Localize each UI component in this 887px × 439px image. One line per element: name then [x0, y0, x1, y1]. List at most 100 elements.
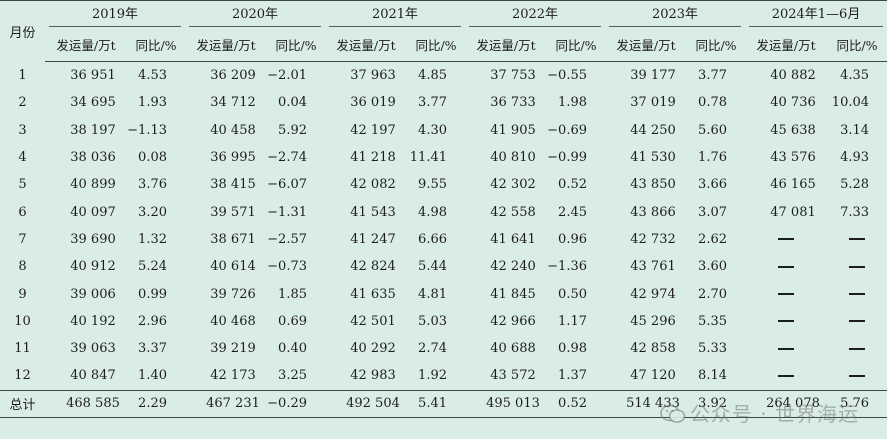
volume-cell: 39 571 — [210, 204, 256, 220]
year-header-label: 2022年 — [469, 3, 601, 27]
volume-column-header: 发运量/万t — [745, 28, 827, 62]
table-row: 4 38 036 0.08 36 995 −2.74 41 218 11.41 40 810−… — [0, 144, 887, 171]
yoy-cell: 3.76 — [138, 177, 167, 193]
volume-cell: 42 966 — [490, 313, 536, 329]
dash-text: — — [794, 314, 795, 315]
yoy-cell: 2.45 — [558, 204, 587, 220]
empty-value-dash: — — [827, 335, 887, 362]
dash-mark — [849, 265, 865, 268]
volume-cell: 36 019 — [350, 95, 396, 111]
year-header-row: 月份 2019年 2020年 2021年 2022年 2023年 2024年1—… — [0, 0, 887, 62]
volume-cell: 36 951 — [70, 68, 116, 84]
yoy-cell: 2.70 — [698, 286, 727, 302]
month-cell: 1 — [18, 67, 27, 83]
volume-cell: 40 688 — [490, 341, 536, 357]
dash-text: — — [865, 368, 866, 369]
volume-cell: 41 543 — [350, 204, 396, 220]
volume-cell: 41 530 — [630, 150, 676, 166]
volume-cell: 40 736 — [770, 95, 816, 111]
volume-cell: 42 974 — [630, 286, 676, 302]
volume-cell: 36 209 — [210, 68, 256, 84]
volume-column-header: 发运量/万t — [45, 28, 127, 62]
volume-cell: 43 866 — [630, 204, 676, 220]
dash-text: — — [865, 259, 866, 260]
volume-cell: 40 614 — [210, 259, 256, 275]
yoy-cell: 5.28 — [840, 177, 870, 193]
month-column-header: 月份 — [0, 0, 45, 62]
year-header-2022: 2022年 — [465, 0, 605, 28]
yoy-cell: 8.14 — [698, 368, 727, 384]
yoy-cell: 5.33 — [698, 341, 727, 357]
volume-cell: 37 963 — [350, 68, 396, 84]
yoy-cell: 2.96 — [138, 313, 167, 329]
month-cell: 12 — [14, 368, 31, 384]
dash-mark — [849, 347, 865, 350]
volume-cell: 40 468 — [210, 313, 256, 329]
yoy-cell: 3.20 — [138, 204, 167, 220]
volume-cell: 40 882 — [770, 68, 816, 84]
table-row: 9 39 006 0.99 39 726 1.85 41 635 4.81 41 845 0.5… — [0, 280, 887, 307]
total-label: 总计 — [0, 389, 45, 418]
month-cell: 6 — [18, 204, 27, 220]
yoy-cell: 0.78 — [698, 95, 727, 111]
yoy-cell: 1.85 — [278, 286, 307, 302]
volume-cell: 41 905 — [490, 122, 536, 138]
yoy-cell: −1.13 — [127, 122, 167, 138]
yoy-cell: 1.17 — [558, 313, 587, 329]
empty-value-dash: — — [827, 280, 887, 307]
month-cell: 10 — [14, 313, 31, 329]
yoy-cell: 2.62 — [698, 231, 727, 247]
month-cell: 5 — [18, 177, 27, 193]
volume-cell: 36 733 — [490, 95, 536, 111]
volume-cell: 44 250 — [630, 122, 676, 138]
yoy-cell: −1.36 — [547, 259, 587, 275]
year-header-label: 2020年 — [189, 3, 321, 27]
volume-cell: 43 850 — [630, 177, 676, 193]
yoy-column-header: 同比/% — [547, 28, 605, 62]
yoy-cell: 5.92 — [278, 122, 307, 138]
year-header-2019: 2019年 — [45, 0, 185, 28]
volume-cell: 39 006 — [70, 286, 116, 302]
sub-header-row: 发运量/万t 同比/% 发运量/万t 同比/% 发运量/万t 同比/% 发运量/万t 同比/%… — [0, 28, 887, 62]
yoy-cell: 5.24 — [138, 259, 167, 275]
yoy-cell: −0.69 — [547, 122, 587, 138]
empty-value-dash: — — [827, 308, 887, 335]
dash-text: — — [794, 287, 795, 288]
dash-mark — [778, 238, 794, 241]
empty-value-dash: — — [827, 362, 887, 390]
volume-cell: 36 995 — [210, 150, 256, 166]
volume-cell: 42 983 — [350, 368, 396, 384]
year-header-2023: 2023年 — [605, 0, 745, 28]
yoy-cell: 1.40 — [138, 368, 167, 384]
volume-cell: 40 192 — [70, 313, 116, 329]
yoy-cell: −0.99 — [547, 150, 587, 166]
volume-cell: 495 013 — [465, 389, 547, 418]
dash-mark — [778, 320, 794, 323]
dash-text: — — [794, 232, 795, 233]
yoy-cell: 5.76 — [827, 389, 887, 418]
yoy-cell: 4.30 — [418, 122, 447, 138]
yoy-cell: 0.96 — [558, 231, 587, 247]
table-body: 1 36 951 4.53 36 209 −2.01 37 963 4.85 37 753 −0… — [0, 62, 887, 418]
volume-column-header: 发运量/万t — [325, 28, 407, 62]
volume-cell: 40 097 — [70, 204, 116, 220]
yoy-cell: 2.29 — [127, 389, 185, 418]
yoy-cell: 5.60 — [698, 122, 727, 138]
month-cell: 7 — [18, 231, 27, 247]
dash-mark — [849, 374, 865, 377]
dash-text: — — [794, 341, 795, 342]
yoy-cell: 0.08 — [138, 150, 167, 166]
dash-mark — [778, 293, 794, 296]
yoy-cell: 4.93 — [840, 150, 870, 166]
dash-text: — — [865, 232, 866, 233]
yoy-cell: 6.66 — [418, 231, 447, 247]
volume-cell: 38 036 — [70, 150, 116, 166]
table-row: 11 39 063 3.37 39 219 0.40 40 292 2.74 40 688 0.… — [0, 335, 887, 362]
yoy-cell: 0.99 — [138, 286, 167, 302]
volume-cell: 42 173 — [210, 368, 256, 384]
table-row: 12 40 847 1.40 42 173 3.25 42 983 1.92 43 572 1.… — [0, 362, 887, 390]
empty-value-dash: — — [827, 253, 887, 280]
table-row: 8 40 912 5.24 40 614 −0.73 42 824 5.44 42 240 −1… — [0, 253, 887, 280]
yoy-cell: 0.69 — [278, 313, 307, 329]
dash-mark — [849, 320, 865, 323]
